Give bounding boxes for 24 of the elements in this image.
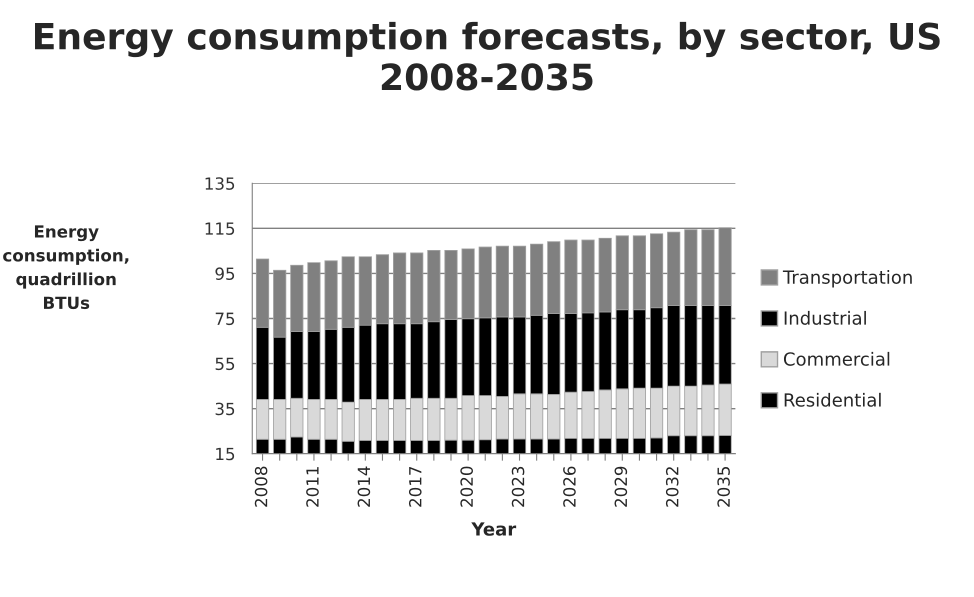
y-tick-label: 95 [215, 267, 234, 280]
x-axis-title: Year [471, 522, 516, 536]
y-tick-label: 55 [216, 358, 234, 370]
x-tick-label: 2011 [306, 467, 319, 507]
x-tick-label: 2023 [512, 466, 524, 507]
legend-label: Industrial [784, 310, 866, 325]
x-tick-label: 2035 [717, 466, 730, 507]
x-tick-label: 2008 [254, 466, 268, 507]
x-tick-label: 2029 [614, 466, 628, 507]
y-tick-label: 135 [206, 177, 234, 190]
x-tick-label: 2017 [408, 466, 422, 507]
chart-title: Energy consumption forecasts, by sector, US 2008-2035 [35, 22, 940, 91]
x-tick-label: 2014 [358, 466, 370, 507]
x-tick-label: 2032 [666, 467, 679, 507]
legend-label: Commercial [784, 352, 890, 366]
y-tick-label: 115 [206, 222, 234, 235]
x-tick-label: 2020 [460, 466, 473, 507]
x-tick-label: 2026 [563, 466, 576, 507]
y-tick-label: 35 [216, 402, 234, 416]
y-tick-label: 15 [216, 448, 234, 460]
legend-label: Transportation [782, 270, 912, 288]
y-axis-title: Energy consumption, quadrillion BTUs [3, 225, 128, 310]
legend-label: Residential [784, 392, 881, 407]
y-tick-label: 75 [216, 312, 234, 326]
